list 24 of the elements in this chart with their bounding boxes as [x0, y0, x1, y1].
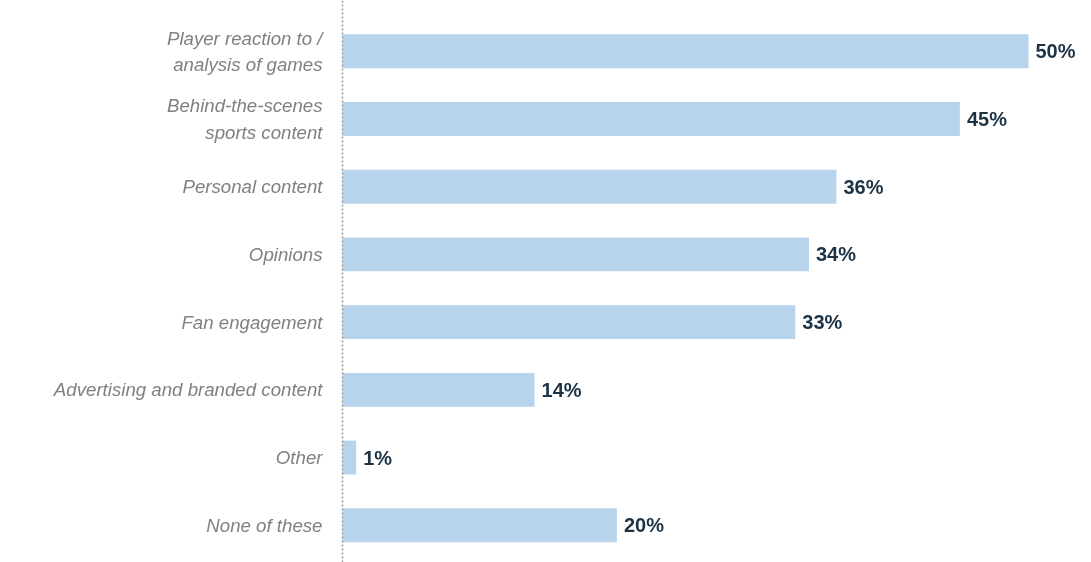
bar [342, 169, 837, 204]
y-tick-label: Opinions [248, 243, 323, 265]
bar [342, 440, 357, 475]
bar [342, 237, 809, 272]
data-label: 34% [815, 243, 857, 266]
data-label: 45% [966, 107, 1008, 130]
bar [342, 508, 617, 543]
data-label: 20% [623, 514, 665, 537]
data-label: 33% [802, 311, 843, 334]
y-tick-label: Behind-the-scenes sports content [166, 95, 324, 143]
data-label: 36% [843, 175, 884, 198]
y-tick-label: Other [275, 447, 324, 469]
y-tick-label: Personal content [182, 176, 324, 198]
y-tick-label: Player reaction to / analysis of games [166, 27, 325, 75]
data-label: 14% [541, 378, 582, 401]
y-tick-label: Fan engagement [181, 311, 324, 333]
data-label: 50% [1035, 40, 1076, 63]
data-label: 1% [363, 446, 393, 469]
bar [342, 34, 1029, 69]
y-tick-label: None of these [206, 514, 323, 536]
bar [342, 372, 535, 407]
y-tick-label: Advertising and branded content [52, 379, 324, 401]
bar [342, 102, 960, 136]
bar [342, 305, 796, 340]
